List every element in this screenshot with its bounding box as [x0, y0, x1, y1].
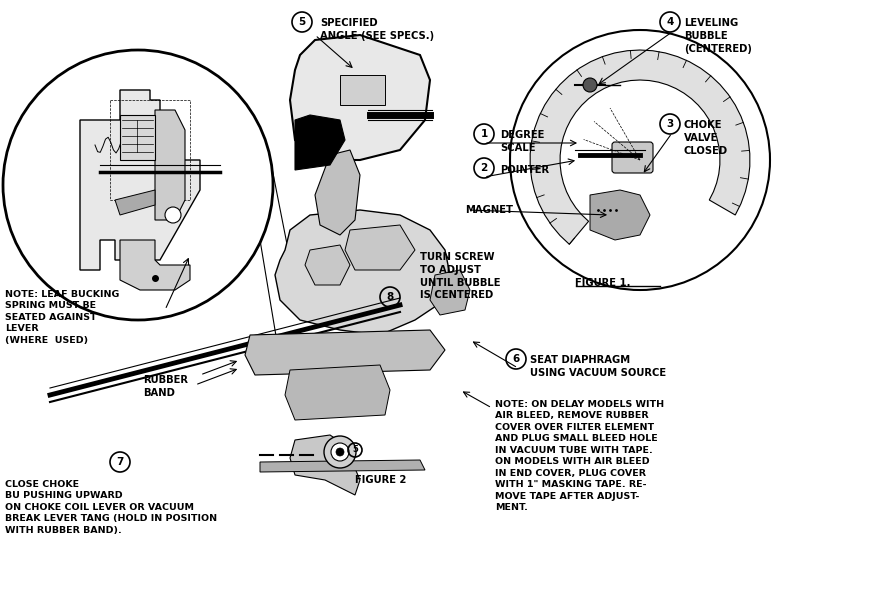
Polygon shape — [290, 435, 360, 495]
Text: DEGREE
SCALE: DEGREE SCALE — [500, 130, 545, 153]
Polygon shape — [285, 365, 390, 420]
Text: FIGURE 2: FIGURE 2 — [355, 475, 406, 485]
Bar — [120, 115, 155, 160]
Polygon shape — [245, 330, 445, 375]
Text: RUBBER
BAND: RUBBER BAND — [143, 375, 188, 398]
Circle shape — [583, 78, 597, 92]
Text: 5: 5 — [352, 446, 358, 455]
Text: CLOSE CHOKE
BU PUSHING UPWARD
ON CHOKE COIL LEVER OR VACUUM
BREAK LEVER TANG (HO: CLOSE CHOKE BU PUSHING UPWARD ON CHOKE C… — [5, 480, 217, 535]
Text: NOTE: ON DELAY MODELS WITH
AIR BLEED, REMOVE RUBBER
COVER OVER FILTER ELEMENT
AN: NOTE: ON DELAY MODELS WITH AIR BLEED, RE… — [495, 400, 664, 512]
Text: 8: 8 — [387, 292, 394, 302]
Polygon shape — [290, 35, 430, 160]
Text: SPECIFIED
ANGLE (SEE SPECS.): SPECIFIED ANGLE (SEE SPECS.) — [320, 18, 434, 41]
Polygon shape — [590, 190, 650, 240]
Circle shape — [510, 30, 770, 290]
Polygon shape — [345, 225, 415, 270]
Polygon shape — [120, 240, 190, 290]
Polygon shape — [305, 245, 350, 285]
Text: LEVELING
BUBBLE
(CENTERED): LEVELING BUBBLE (CENTERED) — [684, 18, 752, 54]
Text: 6: 6 — [512, 354, 520, 364]
Bar — [110, 100, 190, 200]
Text: CHOKE
VALVE
CLOSED: CHOKE VALVE CLOSED — [684, 120, 728, 156]
Circle shape — [324, 436, 356, 468]
Polygon shape — [430, 270, 470, 315]
Text: MAGNET: MAGNET — [465, 205, 513, 215]
Text: TURN SCREW
TO ADJUST
UNTIL BUBBLE
IS CENTERED: TURN SCREW TO ADJUST UNTIL BUBBLE IS CEN… — [420, 252, 501, 300]
Circle shape — [3, 50, 273, 320]
Text: POINTER: POINTER — [500, 165, 549, 175]
Circle shape — [331, 443, 349, 461]
Text: SEAT DIAPHRAGM
USING VACUUM SOURCE: SEAT DIAPHRAGM USING VACUUM SOURCE — [530, 355, 667, 378]
Text: 1: 1 — [481, 129, 488, 139]
Polygon shape — [531, 50, 750, 244]
Polygon shape — [295, 115, 345, 170]
Text: 2: 2 — [481, 163, 488, 173]
Polygon shape — [275, 210, 450, 335]
Text: FIGURE 1.: FIGURE 1. — [575, 278, 631, 288]
Text: 5: 5 — [298, 17, 305, 27]
Text: 7: 7 — [117, 457, 124, 467]
Polygon shape — [115, 190, 155, 215]
Text: 4: 4 — [667, 17, 674, 27]
Polygon shape — [80, 90, 200, 270]
Text: NOTE: LEAF BUCKING
SPRING MUST BE
SEATED AGAINST
LEVER
(WHERE  USED): NOTE: LEAF BUCKING SPRING MUST BE SEATED… — [5, 290, 119, 345]
FancyBboxPatch shape — [612, 142, 653, 173]
Circle shape — [165, 207, 181, 223]
Bar — [340, 75, 385, 105]
Polygon shape — [315, 150, 360, 235]
Circle shape — [336, 448, 344, 456]
Polygon shape — [260, 460, 425, 472]
Text: 3: 3 — [667, 119, 674, 129]
Polygon shape — [155, 110, 185, 220]
